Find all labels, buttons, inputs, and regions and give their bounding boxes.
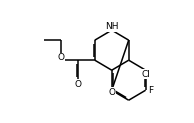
Text: Cl: Cl xyxy=(141,70,150,79)
Text: O: O xyxy=(57,53,64,62)
Text: F: F xyxy=(148,86,154,95)
Text: NH: NH xyxy=(105,22,119,31)
Text: O: O xyxy=(74,80,81,89)
Text: O: O xyxy=(108,88,115,97)
